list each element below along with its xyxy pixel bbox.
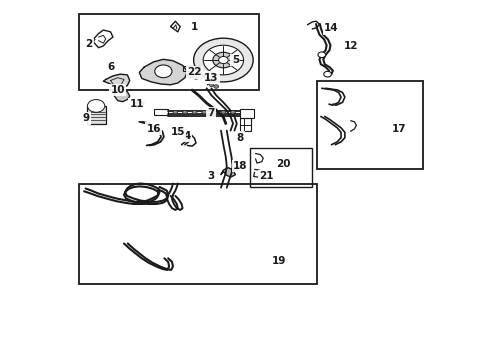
Bar: [250, 148, 312, 187]
Text: 11: 11: [130, 99, 144, 109]
Bar: [195, 66, 200, 70]
Text: 21: 21: [259, 171, 274, 181]
Circle shape: [193, 75, 199, 79]
Text: 13: 13: [204, 73, 219, 83]
Text: 7: 7: [208, 108, 215, 118]
Circle shape: [155, 65, 172, 78]
Text: 19: 19: [271, 256, 286, 266]
Text: 22: 22: [187, 67, 202, 77]
Bar: [211, 77, 215, 82]
Text: 1: 1: [191, 22, 198, 32]
Bar: [79, 14, 259, 90]
Bar: [240, 109, 254, 118]
Polygon shape: [103, 74, 130, 88]
Text: 14: 14: [324, 23, 339, 33]
Circle shape: [219, 57, 228, 64]
Bar: [317, 81, 423, 170]
Text: 5: 5: [232, 55, 239, 65]
Circle shape: [203, 45, 244, 75]
Circle shape: [187, 74, 193, 78]
Circle shape: [136, 102, 143, 108]
Bar: [154, 109, 168, 116]
Text: 4: 4: [184, 131, 191, 141]
Circle shape: [324, 71, 331, 77]
Bar: [87, 106, 106, 124]
Circle shape: [211, 111, 216, 114]
Polygon shape: [221, 168, 235, 177]
Circle shape: [192, 111, 197, 114]
Polygon shape: [114, 89, 130, 102]
Circle shape: [214, 85, 219, 88]
Text: 12: 12: [343, 41, 358, 51]
Text: 18: 18: [233, 161, 247, 171]
Bar: [183, 66, 192, 71]
Text: 3: 3: [208, 171, 215, 181]
Text: 17: 17: [392, 124, 406, 134]
Circle shape: [194, 38, 253, 82]
Text: 10: 10: [111, 85, 125, 95]
Circle shape: [209, 83, 214, 86]
Text: 15: 15: [171, 127, 185, 138]
Text: 9: 9: [83, 113, 90, 123]
Circle shape: [173, 111, 178, 114]
Text: 6: 6: [107, 62, 114, 72]
Text: 16: 16: [147, 124, 161, 134]
Circle shape: [231, 111, 235, 114]
Circle shape: [202, 111, 207, 114]
Circle shape: [183, 111, 187, 114]
Bar: [79, 184, 317, 284]
Circle shape: [221, 111, 226, 114]
Text: 2: 2: [85, 39, 93, 49]
Circle shape: [88, 100, 105, 112]
Polygon shape: [139, 59, 187, 85]
Text: 20: 20: [276, 159, 291, 169]
Circle shape: [318, 52, 326, 58]
Circle shape: [213, 52, 234, 68]
Text: 8: 8: [237, 133, 244, 143]
Bar: [240, 118, 251, 131]
